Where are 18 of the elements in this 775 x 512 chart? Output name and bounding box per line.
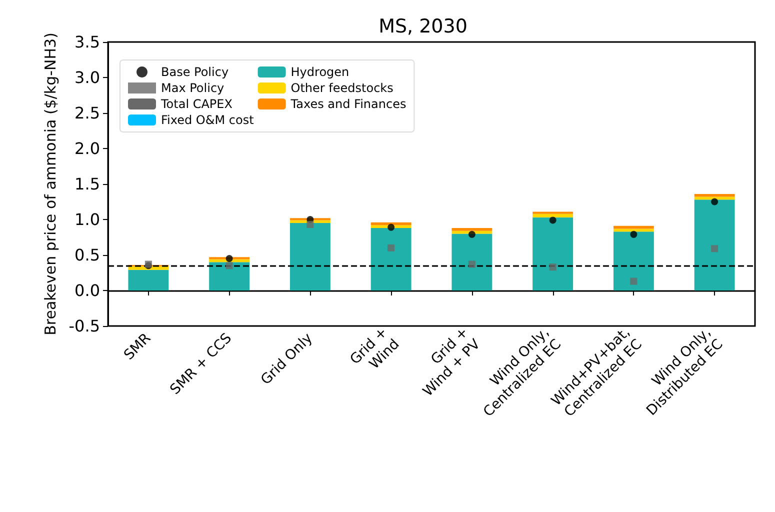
- y-tick-label: 0.5: [74, 246, 100, 264]
- y-tick-label: 1.0: [74, 210, 100, 229]
- y-tick-label: 1.5: [74, 174, 100, 194]
- y-tick-label: 3.0: [74, 68, 100, 87]
- legend-label: Other feedstocks: [290, 81, 394, 95]
- legend-label: Total CAPEX: [160, 97, 232, 111]
- y-tick-label: 0.0: [74, 281, 100, 300]
- y-tick-label: 3.5: [74, 32, 100, 52]
- y-tick-label: 2.0: [74, 139, 100, 158]
- legend-label: Taxes and Finances: [290, 97, 406, 111]
- chart-title: MS, 2030: [378, 16, 468, 38]
- legend-label: Hydrogen: [290, 65, 350, 79]
- y-axis-title: Breakeven price of ammonia ($/kg-NH3): [41, 32, 60, 336]
- legend-label: Max Policy: [161, 81, 224, 95]
- y-tick-label: -0.5: [68, 316, 100, 336]
- y-tick-label: 2.5: [74, 104, 100, 122]
- legend-label: Base Policy: [161, 65, 229, 79]
- legend-label: Fixed O&M cost: [161, 113, 254, 127]
